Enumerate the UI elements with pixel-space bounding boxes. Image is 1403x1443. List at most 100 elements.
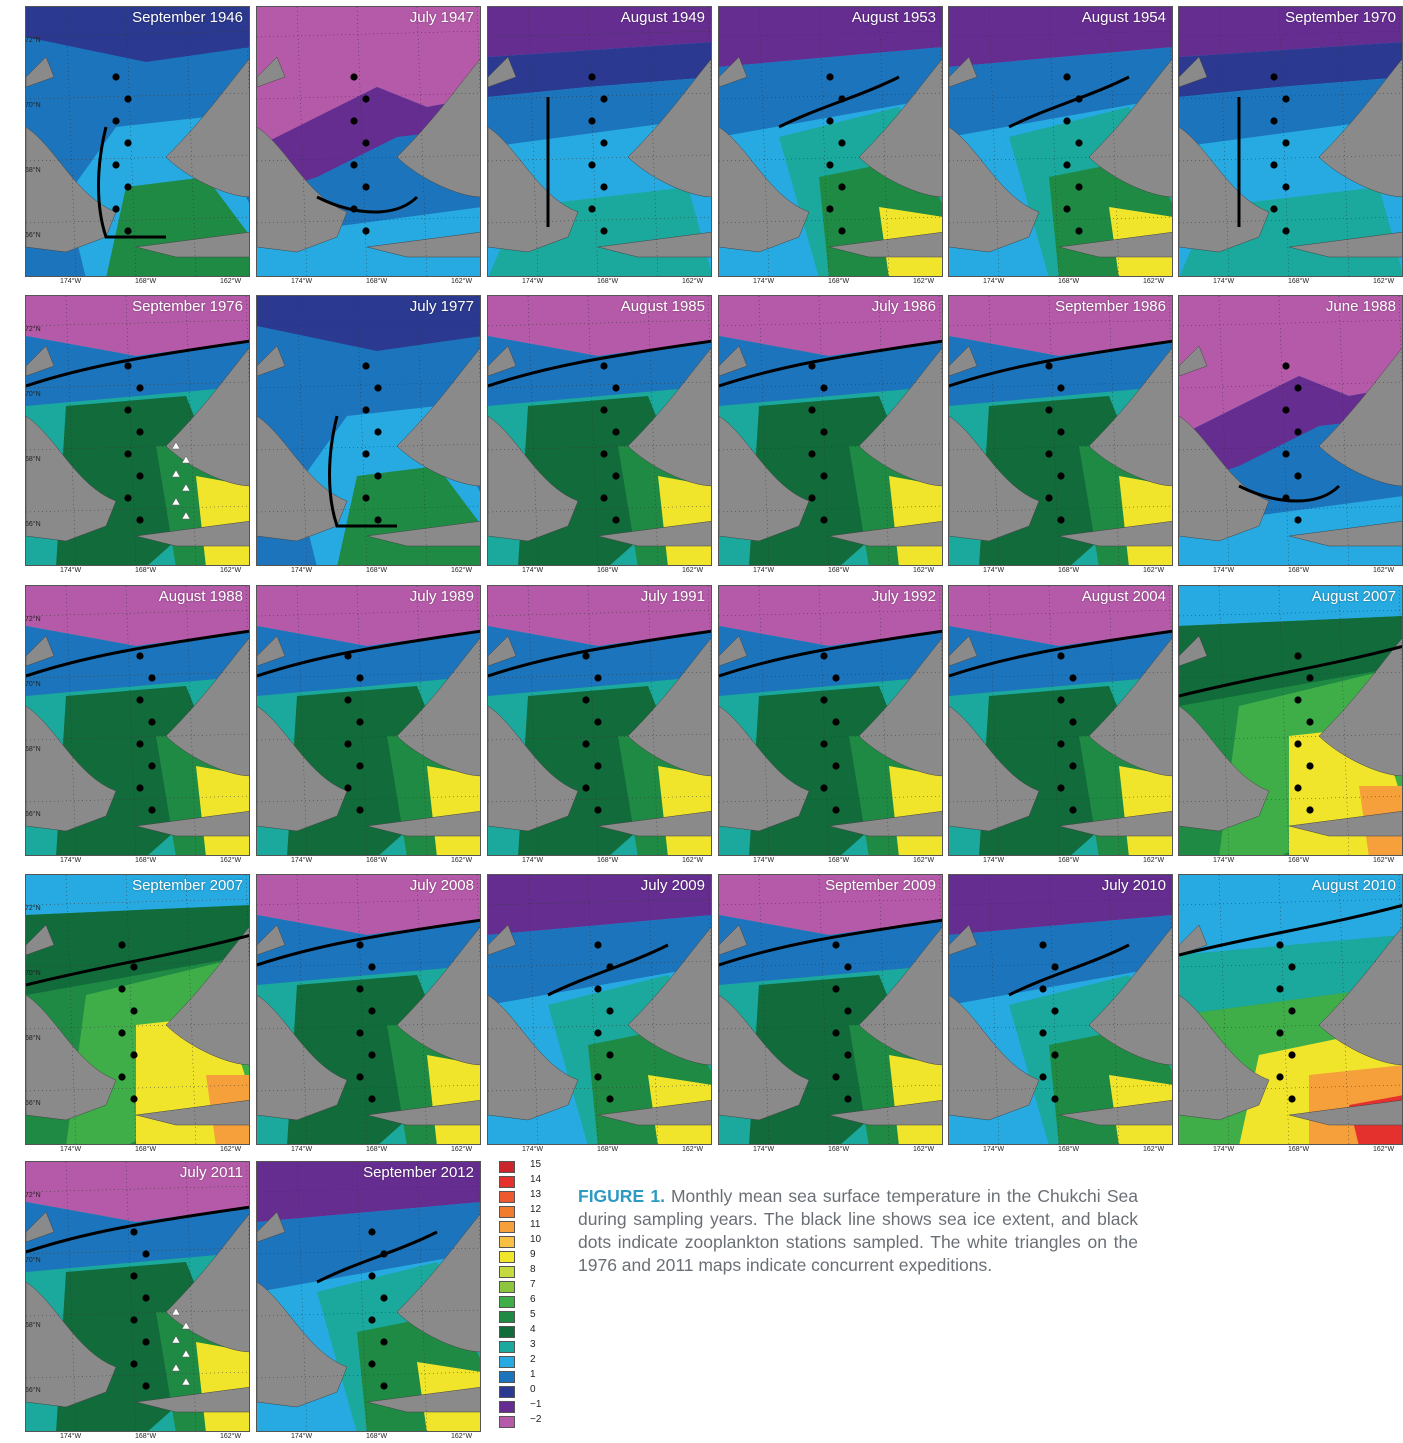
zooplankton-station [1294,740,1302,748]
zooplankton-station [112,73,120,81]
zooplankton-station [1069,762,1077,770]
panel-title: July 2008 [409,877,474,894]
zooplankton-station [820,516,828,524]
longitude-label: 162°W [1143,278,1165,285]
zooplankton-station [826,161,834,169]
panel-title: September 2009 [825,877,936,894]
zooplankton-station [1057,384,1065,392]
land-mass [257,56,286,88]
longitude-label: 162°W [682,567,704,574]
zooplankton-station [1063,161,1071,169]
sea-ice-edge [719,339,942,388]
zooplankton-station [118,1073,126,1081]
sea-ice-edge [949,629,1172,678]
land-mass [858,348,942,487]
longitude-label: 162°W [913,567,935,574]
zooplankton-station [136,384,144,392]
land-mass [949,345,978,377]
zooplankton-station [118,941,126,949]
zooplankton-station [1282,183,1290,191]
zooplankton-station [344,740,352,748]
legend-swatch [499,1401,515,1413]
zooplankton-station [1282,450,1290,458]
legend-label: 0 [530,1384,536,1395]
longitude-label-row: 174°W 168°W 162°W [948,856,1173,867]
longitude-label: 174°W [291,1433,313,1440]
latitude-label: 70°N [25,1257,41,1264]
sst-map-panel: September 1976 72°N 70°N 68°N 66°N [25,295,250,566]
land-mass [627,348,711,487]
zooplankton-station [350,117,358,125]
longitude-label: 174°W [753,567,775,574]
panel-title: August 1953 [851,9,936,26]
land-mass [719,635,748,667]
panel-title: July 2011 [179,1164,243,1181]
sst-field [257,1162,480,1431]
land-mass [1318,927,1402,1066]
land-mass [396,927,480,1066]
zooplankton-station [808,494,816,502]
zooplankton-station [368,1051,376,1059]
sst-field [719,875,942,1144]
sst-field [26,875,249,1144]
sea-ice-edge [1008,75,1130,129]
zooplankton-station [1282,139,1290,147]
legend-swatch [499,1341,515,1353]
longitude-label: 168°W [1288,857,1310,864]
zooplankton-station [1294,428,1302,436]
longitude-label: 162°W [451,857,473,864]
sst-map-panel: August 1988 72°N 70°N 68°N 66°N [25,585,250,856]
sst-field [488,586,711,855]
zooplankton-station [612,384,620,392]
zooplankton-station [1069,806,1077,814]
longitude-label-row: 174°W 168°W 162°W [1178,277,1403,288]
zooplankton-station [820,740,828,748]
legend-swatch [499,1386,515,1398]
zooplankton-station [600,406,608,414]
land-mass [26,345,55,377]
sst-field [1179,875,1402,1144]
longitude-label-row: 174°W 168°W 162°W [487,566,712,577]
land-mass [1058,232,1172,258]
longitude-label: 162°W [451,1146,473,1153]
longitude-label: 162°W [220,1146,242,1153]
zooplankton-station [1288,1095,1296,1103]
sst-field [949,875,1172,1144]
zooplankton-station [148,762,156,770]
sea-ice-edge [257,629,480,678]
zooplankton-station [368,963,376,971]
land-mass [488,924,517,956]
longitude-label: 174°W [753,1146,775,1153]
sst-field [26,296,249,565]
zooplankton-station [374,516,382,524]
longitude-label: 162°W [913,857,935,864]
longitude-label: 168°W [597,278,619,285]
zooplankton-station [344,784,352,792]
zooplankton-station [1039,1029,1047,1037]
zooplankton-station [142,1250,150,1258]
zooplankton-station [1270,205,1278,213]
longitude-label: 162°W [682,278,704,285]
zooplankton-station [148,806,156,814]
zooplankton-station [356,1029,364,1037]
sea-ice-edge [97,126,166,239]
land-mass [26,635,55,667]
concurrent-expedition-marker [181,1321,191,1330]
zooplankton-station [600,450,608,458]
latitude-label: 68°N [25,456,41,463]
zooplankton-station [606,963,614,971]
land-mass [1179,56,1208,88]
zooplankton-station [356,941,364,949]
legend-swatch [499,1311,515,1323]
longitude-label: 168°W [597,567,619,574]
longitude-label: 168°W [366,1433,388,1440]
latitude-label: 68°N [25,167,41,174]
longitude-label: 174°W [60,1146,82,1153]
zooplankton-station [832,1029,840,1037]
panel-title: September 1970 [1285,9,1396,26]
longitude-label-row: 174°W 168°W 162°W [487,1145,712,1156]
zooplankton-station [124,494,132,502]
zooplankton-station [600,362,608,370]
latitude-label: 66°N [25,1100,41,1107]
land-mass [366,521,480,547]
